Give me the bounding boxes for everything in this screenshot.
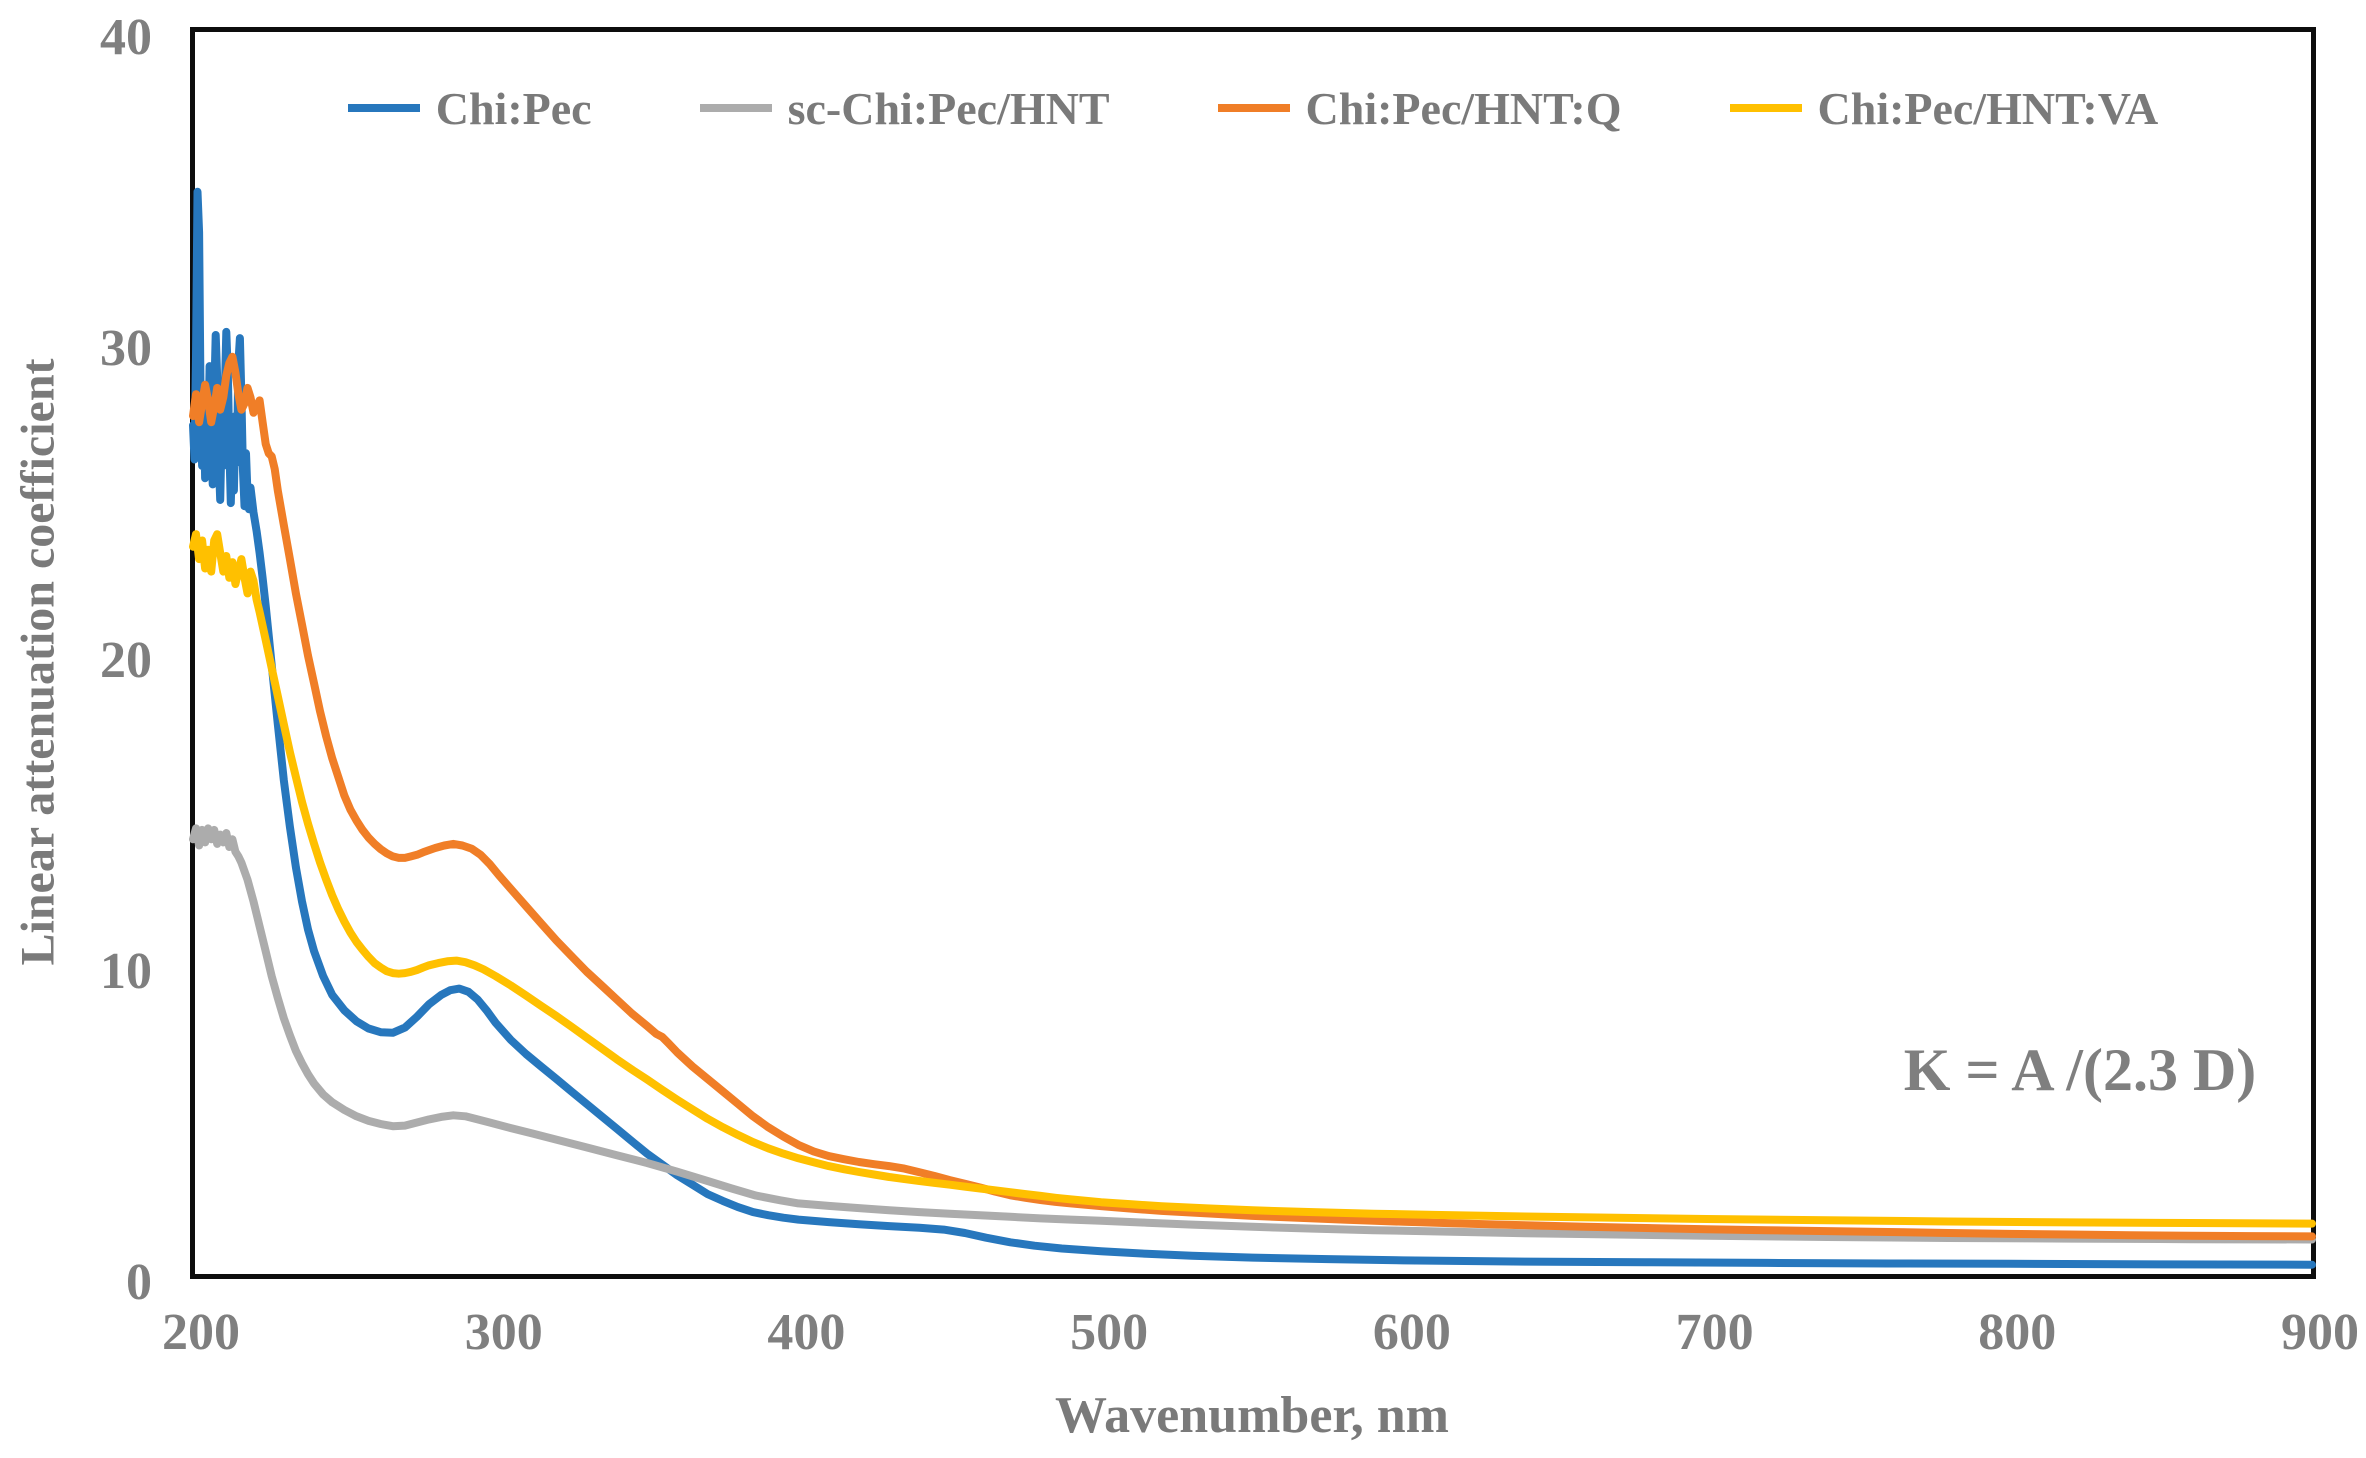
y-tick-label: 0: [126, 1254, 152, 1311]
x-tick-label: 400: [767, 1304, 846, 1361]
legend-item[interactable]: sc-Chi:Pec/HNT: [699, 82, 1110, 135]
y-tick-label: 40: [100, 9, 152, 66]
series-line-Chi:Pec/HNT:VA: [189, 530, 2316, 1228]
legend-item[interactable]: Chi:Pec/HNT:Q: [1217, 82, 1622, 135]
x-tick-label: 900: [2281, 1304, 2359, 1361]
series-line-sc-Chi:Pec/HNT: [189, 824, 2316, 1244]
legend-label: Chi:Pec/HNT:Q: [1305, 82, 1622, 134]
legend-line-swatch: [699, 104, 772, 112]
legend: Chi:Pec sc-Chi:Pec/HNT Chi:Pec/HNT:Q Chi:Pe…: [193, 80, 2313, 136]
x-tick-label: 300: [464, 1304, 543, 1361]
legend-item[interactable]: Chi:Pec/HNT:VA: [1729, 82, 2159, 135]
x-tick-label: 200: [162, 1304, 240, 1361]
legend-item[interactable]: Chi:Pec: [347, 82, 592, 135]
formula-annotation: K = A /(2.3 D): [1903, 1037, 2257, 1103]
y-tick-label: 10: [100, 942, 152, 1000]
series-line-Chi:Pec/HNT:Q: [189, 352, 2316, 1241]
legend-line-swatch: [347, 104, 420, 112]
legend-line-swatch: [1729, 104, 1802, 112]
x-tick-label: 600: [1372, 1304, 1451, 1361]
legend-label: Chi:Pec: [435, 82, 592, 134]
x-axis-title: Wavenumber, nm: [1055, 1387, 1449, 1444]
legend-label: sc-Chi:Pec/HNT: [787, 82, 1110, 134]
legend-line-swatch: [1217, 104, 1290, 112]
series-line-Chi:Pec: [189, 187, 2316, 1269]
x-tick-label: 700: [1675, 1304, 1754, 1361]
x-tick-label: 800: [1978, 1304, 2057, 1361]
y-tick-label: 20: [100, 631, 152, 689]
x-tick-label: 500: [1070, 1304, 1149, 1361]
legend-label: Chi:Pec/HNT:VA: [1817, 82, 2159, 134]
y-tick-label: 30: [100, 320, 152, 378]
